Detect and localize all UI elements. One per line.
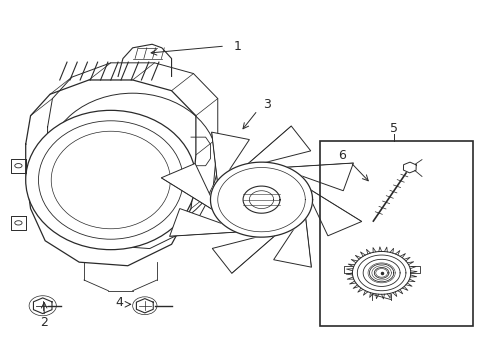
Polygon shape <box>33 298 52 314</box>
Ellipse shape <box>26 111 196 249</box>
Polygon shape <box>357 255 405 291</box>
Polygon shape <box>210 162 312 237</box>
Polygon shape <box>310 190 361 236</box>
Bar <box>319 141 472 327</box>
Polygon shape <box>403 162 415 173</box>
Polygon shape <box>26 80 196 266</box>
Polygon shape <box>286 163 353 191</box>
Text: 6: 6 <box>338 149 346 162</box>
Text: 5: 5 <box>389 122 397 135</box>
Polygon shape <box>352 251 410 294</box>
Polygon shape <box>212 236 274 273</box>
Text: 3: 3 <box>263 99 270 112</box>
Text: 2: 2 <box>40 316 48 329</box>
Polygon shape <box>161 163 212 210</box>
Polygon shape <box>211 132 249 181</box>
Polygon shape <box>273 219 311 267</box>
Polygon shape <box>136 298 153 313</box>
Polygon shape <box>243 186 280 213</box>
Text: 1: 1 <box>233 40 241 53</box>
Text: 4: 4 <box>115 296 122 309</box>
Polygon shape <box>169 208 236 236</box>
Polygon shape <box>248 126 310 163</box>
